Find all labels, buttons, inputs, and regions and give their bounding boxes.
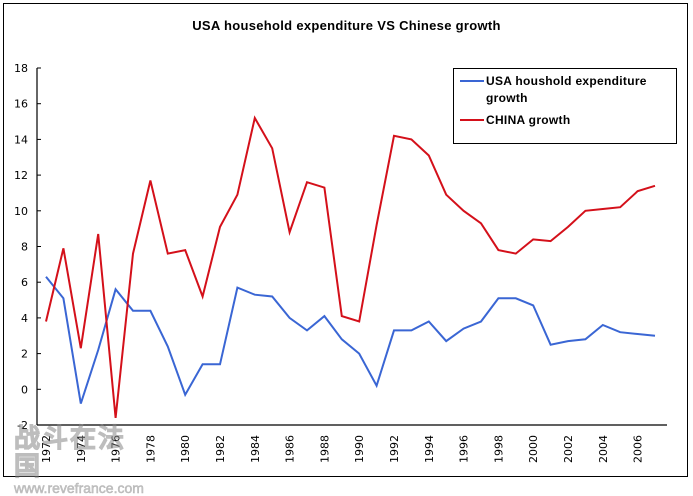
y-tick-label: 18 — [14, 62, 28, 75]
x-tick-label: 2006 — [632, 435, 645, 463]
series-line-usa — [45, 276, 656, 404]
y-tick-label: 16 — [14, 98, 28, 111]
x-tick-label: 1998 — [492, 435, 505, 463]
x-tick-label: 1992 — [388, 435, 401, 463]
legend: USA houshold expenditure growth CHINA gr… — [453, 68, 677, 144]
x-tick-label: 1976 — [110, 435, 123, 463]
y-tick-label: 14 — [14, 133, 28, 146]
y-tick-label: 10 — [14, 205, 28, 218]
y-tick-label: 2 — [21, 348, 28, 361]
x-axis-ticks: 1972 1974 1976 1978 1980 1982 1984 1986 1988 1990… — [40, 435, 645, 463]
x-tick-label: 1984 — [249, 435, 262, 463]
x-tick-label: 1978 — [144, 435, 157, 463]
watermark: 战斗在法国 www.revefrance.com — [14, 424, 145, 496]
y-tick-label: 6 — [21, 276, 28, 289]
x-tick-label: 1974 — [75, 435, 88, 463]
legend-label-china: CHINA growth — [486, 113, 571, 127]
watermark-text: 战斗在法国 — [14, 423, 127, 481]
x-tick-label: 1990 — [353, 435, 366, 463]
x-tick-label: 1994 — [423, 435, 436, 463]
x-tick-label: 1982 — [214, 435, 227, 463]
legend-swatch-china — [460, 119, 484, 121]
chart-title: USA household expenditure VS Chinese gro… — [192, 18, 501, 33]
watermark-url: www.revefrance.com — [14, 480, 144, 496]
x-tick-label: 1972 — [40, 435, 53, 463]
x-tick-label: 1986 — [284, 435, 297, 463]
series-line-china — [45, 115, 656, 419]
x-tick-label: 2002 — [562, 435, 575, 463]
legend-item-usa: USA houshold expenditure growth — [460, 73, 671, 107]
legend-label-usa: USA houshold expenditure growth — [486, 74, 647, 105]
x-tick-label: 1996 — [458, 435, 471, 463]
y-tick-label: 12 — [14, 169, 28, 182]
x-tick-label: 1980 — [179, 435, 192, 463]
y-axis-ticks: -2 0 2 4 6 8 10 12 14 16 18 — [14, 62, 41, 432]
y-tick-label: 0 — [21, 383, 28, 396]
legend-swatch-usa — [460, 80, 484, 82]
x-tick-label: 2004 — [597, 435, 610, 463]
y-tick-label: -2 — [17, 419, 28, 432]
x-tick-label: 1988 — [318, 435, 331, 463]
x-tick-label: 2000 — [527, 435, 540, 463]
series-lines — [45, 115, 656, 419]
y-tick-label: 4 — [21, 312, 28, 325]
legend-item-china: CHINA growth — [460, 112, 671, 129]
y-tick-label: 8 — [21, 241, 28, 254]
